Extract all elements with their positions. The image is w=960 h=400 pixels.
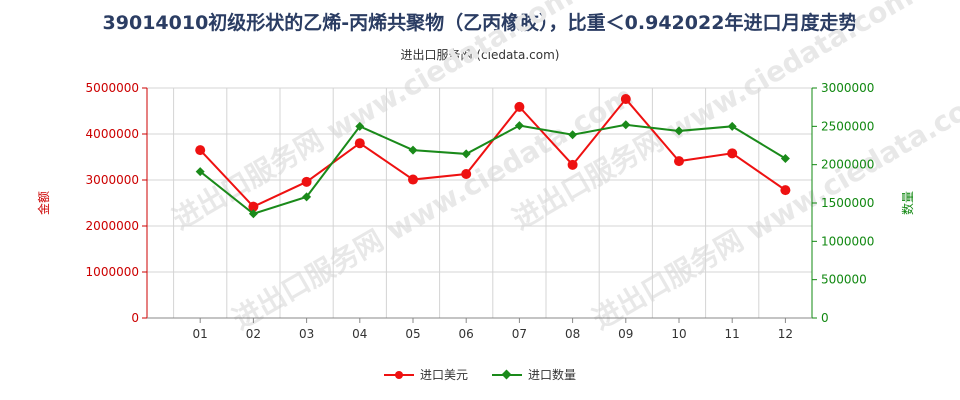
y-tick-label-left: 2000000	[86, 219, 139, 233]
data-point-usd-09	[620, 94, 631, 105]
watermark-2: 进出口服务网 www.ciedata.com	[227, 79, 639, 336]
data-point-usd-06	[461, 169, 472, 180]
data-point-usd-02	[248, 201, 259, 212]
y-tick-label-right: 1500000	[821, 196, 874, 210]
x-tick-label: 01	[193, 327, 208, 341]
x-tick-label: 11	[725, 327, 740, 341]
data-point-usd-01	[195, 145, 206, 156]
data-point-qty-09	[621, 120, 631, 130]
data-point-usd-10	[674, 156, 684, 167]
legend-item-usd[interactable]: 进口美元	[383, 366, 468, 383]
x-tick-label: 08	[565, 327, 580, 341]
data-point-usd-04	[354, 138, 365, 149]
legend: 进口美元 进口数量	[0, 366, 960, 383]
y-tick-label-left: 5000000	[86, 81, 139, 95]
y-tick-label-left: 0	[131, 311, 139, 325]
series-line-1	[199, 123, 786, 215]
y-tick-label-left: 4000000	[86, 127, 139, 141]
data-point-qty-07	[514, 121, 524, 131]
y-tick-label-right: 3000000	[821, 81, 874, 95]
data-point-qty-05	[408, 145, 418, 155]
legend-label-usd: 进口美元	[419, 368, 468, 382]
x-tick-label: 02	[246, 327, 261, 341]
data-point-usd-05	[408, 174, 418, 185]
y-tick-label-left: 1000000	[86, 265, 139, 279]
legend-swatch-qty	[492, 370, 522, 380]
data-point-qty-01	[195, 167, 205, 177]
legend-swatch-usd	[383, 370, 414, 380]
data-point-qty-11	[727, 121, 737, 131]
x-tick-label: 03	[299, 327, 314, 341]
y-tick-label-left: 3000000	[86, 173, 139, 187]
data-point-usd-07	[514, 101, 525, 112]
x-tick-label: 10	[671, 327, 686, 341]
legend-label-qty: 进口数量	[528, 368, 577, 382]
x-tick-label: 06	[459, 327, 474, 341]
data-point-qty-06	[461, 149, 471, 159]
y-tick-label-right: 1000000	[821, 234, 874, 248]
x-tick-label: 12	[778, 327, 793, 341]
data-point-qty-04	[355, 121, 365, 131]
data-point-usd-12	[780, 185, 791, 196]
data-point-qty-02	[248, 209, 258, 219]
y-tick-label-right: 0	[821, 311, 829, 325]
data-point-qty-12	[780, 154, 790, 164]
x-tick-label: 09	[618, 327, 633, 341]
data-point-qty-08	[568, 130, 578, 140]
data-point-qty-03	[302, 192, 312, 202]
data-point-usd-03	[301, 176, 312, 187]
x-tick-label: 05	[405, 327, 420, 341]
x-tick-label: 07	[512, 327, 527, 341]
y-tick-label-right: 500000	[821, 273, 867, 287]
data-point-usd-11	[727, 148, 738, 159]
data-point-qty-10	[674, 126, 684, 136]
x-tick-label: 04	[352, 327, 367, 341]
chart-subtitle: 进出口服务网 (ciedata.com)	[400, 48, 560, 62]
y-tick-label-right: 2000000	[821, 158, 874, 172]
legend-item-qty[interactable]: 进口数量	[492, 366, 576, 383]
y-axis-title-right: 数量	[900, 191, 915, 215]
y-tick-label-right: 2500000	[821, 119, 874, 133]
data-point-usd-08	[567, 159, 578, 170]
y-axis-title-left: 金额	[36, 191, 51, 215]
chart-title: 39014010初级形状的乙烯-丙烯共聚物（乙丙橡胶），比重＜0.942022年…	[102, 12, 858, 34]
